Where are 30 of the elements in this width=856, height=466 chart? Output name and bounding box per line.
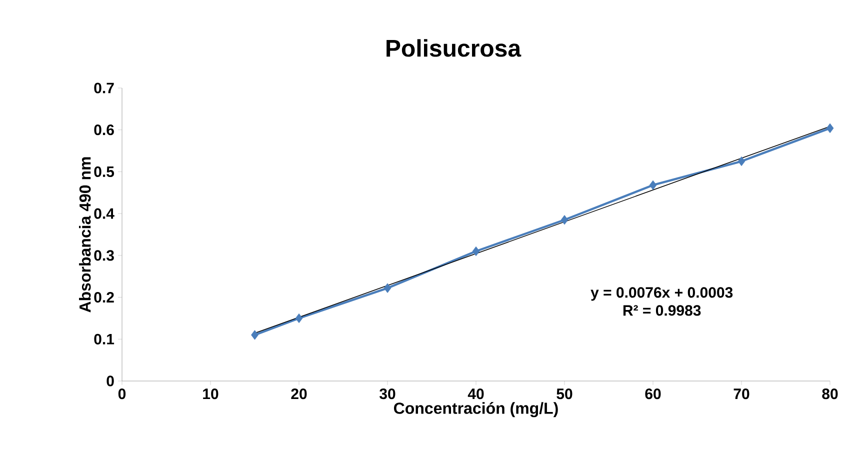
y-tick-label: 0.1 xyxy=(94,334,114,344)
x-tick-label: 30 xyxy=(380,388,396,400)
x-tick-label: 70 xyxy=(734,388,750,400)
x-tick-label: 0 xyxy=(118,388,126,400)
y-tick-label: 0.7 xyxy=(94,82,114,94)
x-tick-label: 60 xyxy=(645,388,661,400)
point xyxy=(738,156,746,166)
x-axis-title: Concentración (mg/L) xyxy=(394,402,558,418)
y-tick-label: 0.2 xyxy=(94,292,114,303)
y-tick-label: 0.4 xyxy=(94,208,114,219)
chart-title: Polisucrosa xyxy=(386,39,522,57)
point xyxy=(251,330,258,340)
x-tick-label: 20 xyxy=(291,388,307,400)
x-tick-label: 80 xyxy=(822,388,838,400)
point xyxy=(295,313,303,323)
y-tick-label: 0.5 xyxy=(94,166,114,178)
y-tick-label: 0 xyxy=(106,376,114,386)
point xyxy=(649,180,657,190)
y-tick-label: 0.3 xyxy=(94,250,114,261)
annotation: R² = 0.9983 xyxy=(623,305,701,316)
point xyxy=(384,283,392,293)
annotation: y = 0.0076x + 0.0003 xyxy=(590,287,733,301)
point xyxy=(560,215,568,225)
x-tick-label: 40 xyxy=(468,388,484,400)
x-tick-label: 10 xyxy=(203,388,218,400)
x-tick-label: 50 xyxy=(556,388,572,400)
y-axis-title: Absorbancia 490 nm xyxy=(79,157,91,312)
point xyxy=(472,246,480,256)
y-tick-label: 0.6 xyxy=(94,124,114,136)
point xyxy=(826,123,834,133)
